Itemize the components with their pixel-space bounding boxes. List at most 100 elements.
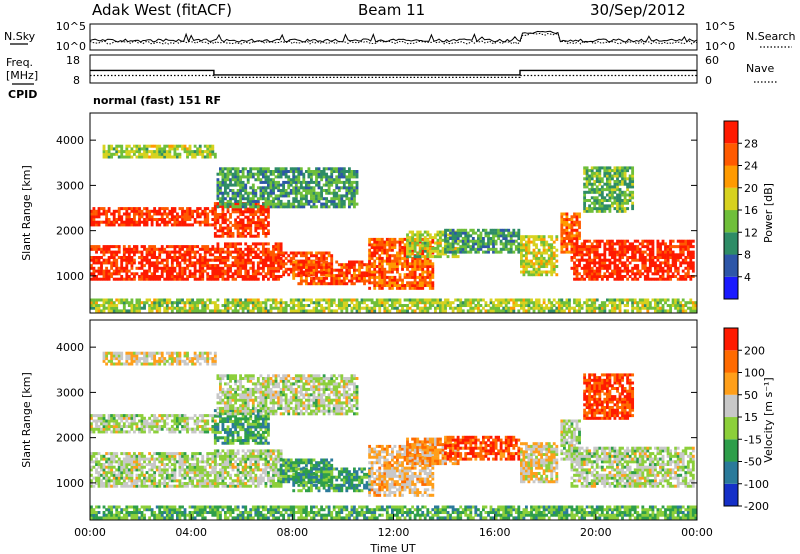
power-cell xyxy=(621,166,624,170)
power-cell xyxy=(320,189,324,193)
power-cell xyxy=(426,233,430,237)
power-cell xyxy=(163,212,167,216)
power-cell xyxy=(608,193,612,197)
power-cell xyxy=(583,196,587,200)
power-cell xyxy=(262,275,265,279)
power-cell xyxy=(234,207,238,211)
power-cell xyxy=(315,197,318,201)
power-cell xyxy=(413,233,417,237)
power-cell xyxy=(583,239,587,243)
power-cell xyxy=(327,301,331,305)
power-cell xyxy=(269,191,273,195)
frequency-line xyxy=(90,69,697,76)
power-cell xyxy=(628,190,632,194)
power-cell xyxy=(363,271,366,275)
power-cell xyxy=(585,182,589,186)
power-cell xyxy=(173,256,177,260)
power-cell xyxy=(580,304,584,308)
power-cell xyxy=(588,209,592,213)
power-cell xyxy=(608,301,612,305)
power-cell xyxy=(355,306,359,310)
power-cell xyxy=(623,245,627,249)
power-cell xyxy=(391,298,394,302)
power-cell xyxy=(545,304,549,308)
power-cell xyxy=(231,223,235,227)
power-cell xyxy=(360,301,364,305)
power-cell xyxy=(168,275,172,279)
power-cell xyxy=(284,304,288,308)
power-cell xyxy=(155,150,159,154)
power-cell xyxy=(325,175,329,179)
power-cell xyxy=(578,253,581,257)
power-cell xyxy=(251,234,255,238)
power-cell xyxy=(244,258,248,262)
power-cell xyxy=(317,172,321,176)
power-cell xyxy=(188,298,192,302)
power-cell xyxy=(348,298,351,302)
power-cell xyxy=(623,201,627,205)
power-cell xyxy=(307,268,311,272)
power-cell xyxy=(588,264,592,268)
power-cell xyxy=(416,256,420,260)
power-cell xyxy=(401,265,404,269)
power-cell xyxy=(140,306,144,310)
power-cell xyxy=(676,239,680,243)
power-cell xyxy=(588,245,592,249)
power-cell xyxy=(598,264,602,268)
power-cell xyxy=(580,253,584,257)
power-cell xyxy=(646,275,650,279)
power-cell xyxy=(125,155,129,159)
power-cell xyxy=(517,245,521,249)
power-cell xyxy=(97,209,101,213)
power-cell xyxy=(631,269,635,273)
power-cell xyxy=(686,264,690,268)
power-cell xyxy=(585,301,589,305)
power-cell xyxy=(353,274,356,278)
power-cell xyxy=(679,256,683,260)
power-cell xyxy=(219,269,222,273)
power-cell xyxy=(287,205,291,209)
power-cell xyxy=(598,182,602,186)
power-cell xyxy=(686,247,690,251)
power-cell xyxy=(246,309,250,313)
power-cell xyxy=(570,226,574,230)
power-cell xyxy=(158,212,162,216)
power-cell xyxy=(631,193,635,197)
power-cell xyxy=(330,178,334,182)
power-cell xyxy=(666,275,670,279)
power-cell xyxy=(186,266,189,270)
power-cell xyxy=(345,194,349,198)
power-cell xyxy=(342,265,346,269)
power-cell xyxy=(127,275,131,279)
power-cell xyxy=(219,226,222,230)
power-cell xyxy=(122,155,126,159)
power-cell xyxy=(358,268,361,272)
power-cell xyxy=(477,304,480,308)
power-cell xyxy=(487,250,490,254)
power-cell xyxy=(527,240,531,244)
power-cell xyxy=(431,270,435,274)
power-cell xyxy=(302,178,306,182)
power-cell xyxy=(310,180,313,184)
power-cell xyxy=(173,275,177,279)
power-cell xyxy=(512,250,516,254)
power-cell xyxy=(320,256,324,260)
power-cell xyxy=(315,167,318,171)
power-cell xyxy=(191,245,195,249)
power-cell xyxy=(110,212,114,216)
power-cell xyxy=(451,246,455,250)
power-cell xyxy=(489,242,493,246)
power-cell xyxy=(593,309,597,313)
nave-line xyxy=(90,74,697,78)
power-cell xyxy=(363,306,366,310)
power-cell xyxy=(385,254,389,258)
power-cell xyxy=(330,304,334,308)
power-cell xyxy=(201,209,205,213)
power-cell xyxy=(575,258,579,262)
power-cell xyxy=(168,253,172,257)
power-cell xyxy=(299,301,303,305)
power-cell xyxy=(150,272,154,276)
power-cell xyxy=(431,262,435,266)
power-cell xyxy=(181,301,184,305)
power-cell xyxy=(492,247,495,251)
